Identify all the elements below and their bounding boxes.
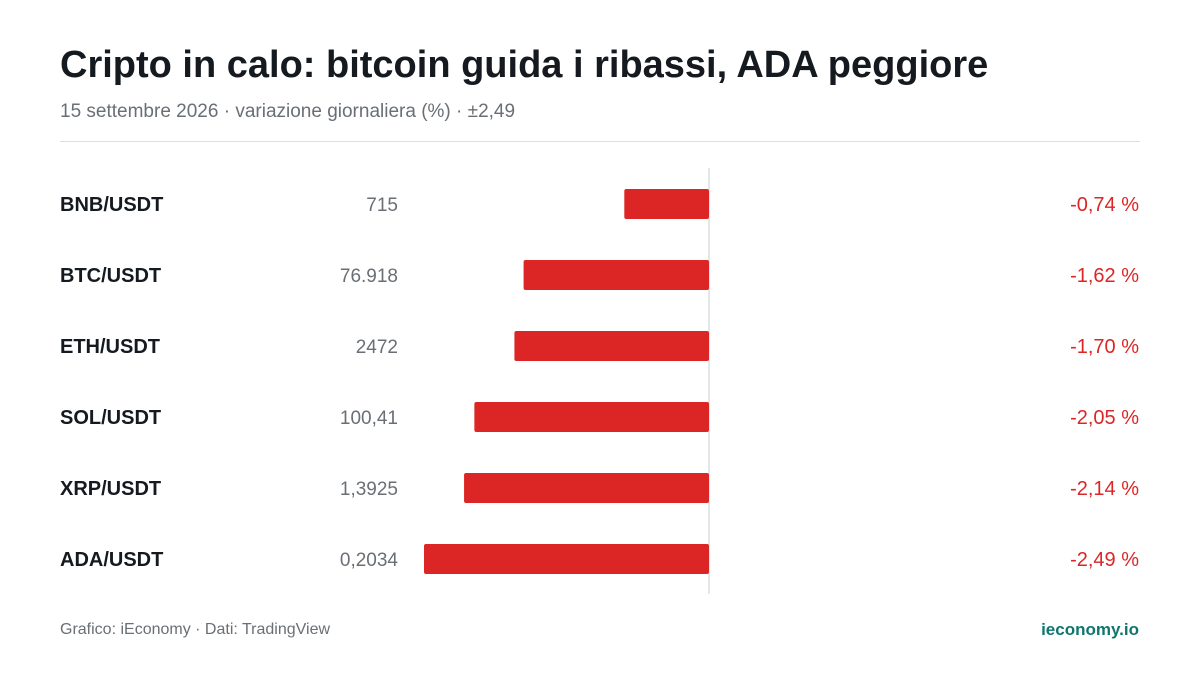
pair-label: ETH/USDT (60, 336, 160, 358)
bar (424, 544, 709, 574)
value-label: -2,49 % (1070, 549, 1139, 571)
value-label: -1,70 % (1070, 336, 1139, 358)
price-label: 715 (366, 195, 398, 216)
price-label: 100,41 (340, 408, 398, 429)
bar (474, 402, 709, 432)
header-divider (60, 141, 1140, 142)
page-title: Cripto in calo: bitcoin guida i ribassi,… (60, 44, 989, 86)
price-label: 0,2034 (340, 550, 399, 571)
pair-label: XRP/USDT (60, 478, 161, 500)
pair-label: SOL/USDT (60, 407, 161, 429)
price-label: 1,3925 (340, 479, 398, 500)
value-label: -2,14 % (1070, 478, 1139, 500)
pair-label: ADA/USDT (60, 549, 163, 571)
pair-label: BNB/USDT (60, 194, 163, 216)
bar (464, 473, 709, 503)
site-link[interactable]: ieconomy.io (1041, 620, 1139, 639)
bar (624, 189, 709, 219)
pair-label: BTC/USDT (60, 265, 161, 287)
value-label: -0,74 % (1070, 194, 1139, 216)
value-label: -1,62 % (1070, 265, 1139, 287)
source-credit: Grafico: iEconomy · Dati: TradingView (60, 621, 331, 638)
price-label: 2472 (356, 337, 398, 358)
page-subtitle: 15 settembre 2026 · variazione giornalie… (60, 101, 516, 122)
value-label: -2,05 % (1070, 407, 1139, 429)
price-label: 76.918 (340, 266, 398, 287)
bar (514, 331, 709, 361)
bar (523, 260, 709, 290)
